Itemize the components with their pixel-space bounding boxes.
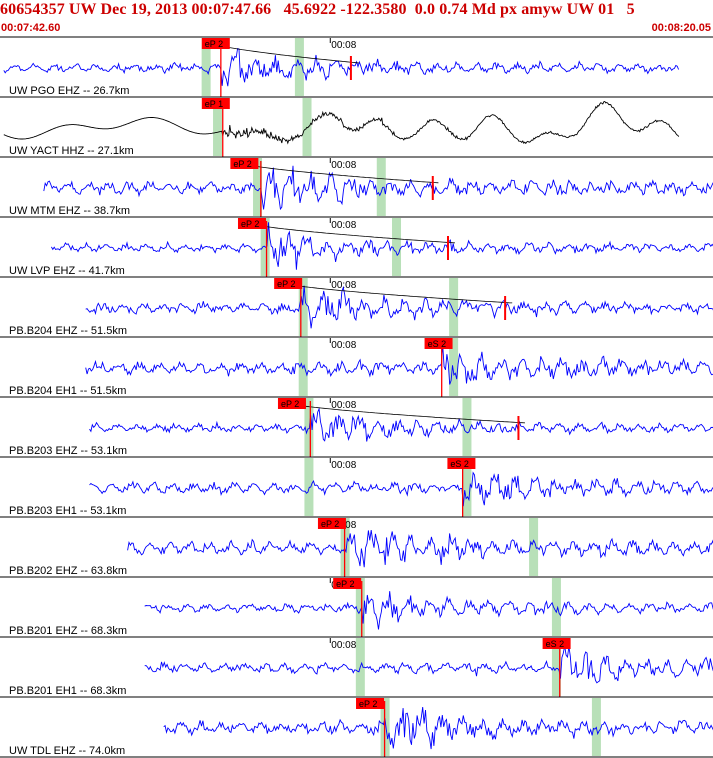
trace-row: 00:08 eP 2 PB.B204 EHZ -- 51.5km bbox=[0, 278, 713, 338]
coda-fit-curve bbox=[247, 222, 456, 244]
pick-badge bbox=[317, 518, 346, 529]
pick-label: eP 2 bbox=[321, 519, 339, 529]
analysis-window bbox=[253, 158, 263, 216]
coda-fit-curve bbox=[287, 402, 526, 424]
pick-label: eP 2 bbox=[359, 699, 377, 709]
trace-row: 00:08 eP 2 PB.B203 EHZ -- 53.1km bbox=[0, 398, 713, 458]
pick-badge bbox=[237, 218, 266, 229]
pick-badge bbox=[274, 278, 303, 289]
coda-fit-curve bbox=[211, 42, 359, 64]
pick-label: eS 2 bbox=[450, 459, 469, 469]
minute-mark-label: 00:08 bbox=[331, 400, 356, 411]
station-label: PB.B203 EHZ -- 53.1km bbox=[9, 445, 127, 457]
station-label: UW TDL EHZ -- 74.0km bbox=[9, 745, 125, 757]
time-end-label: 00:08:20.05 bbox=[651, 22, 711, 34]
waveform bbox=[51, 222, 713, 270]
analysis-window bbox=[294, 38, 304, 96]
waveform bbox=[89, 407, 713, 442]
station-label: PB.B203 EH1 -- 53.1km bbox=[9, 505, 126, 517]
station-label: PB.B204 EHZ -- 51.5km bbox=[9, 325, 127, 337]
analysis-window bbox=[462, 458, 472, 516]
station-label: UW MTM EHZ -- 38.7km bbox=[9, 205, 130, 217]
station-label: UW PGO EHZ -- 26.7km bbox=[9, 85, 129, 97]
header-bar: 60654357 UW Dec 19, 2013 00:07:47.66 45.… bbox=[0, 0, 713, 36]
minute-mark-label: 00:08 bbox=[331, 220, 356, 231]
minute-mark-label: 00:08 bbox=[331, 280, 356, 291]
trace-row: 00:08 eS 2 PB.B203 EH1 -- 53.1km bbox=[0, 458, 713, 518]
station-label: PB.B201 EH1 -- 68.3km bbox=[9, 685, 126, 697]
event-title: 60654357 UW Dec 19, 2013 00:07:47.66 45.… bbox=[0, 1, 635, 18]
analysis-window bbox=[529, 518, 539, 576]
station-label: UW LVP EHZ -- 41.7km bbox=[9, 265, 125, 277]
minute-mark-label: 00:08 bbox=[331, 340, 356, 351]
minute-mark-label: 00:08 bbox=[331, 160, 356, 171]
analysis-window bbox=[449, 338, 459, 396]
pick-label: eS 2 bbox=[428, 339, 447, 349]
pick-label: eP 2 bbox=[233, 159, 251, 169]
trace-row: eP 2 UW TDL EHZ -- 74.0km bbox=[0, 698, 713, 758]
analysis-window bbox=[298, 278, 308, 336]
analysis-window bbox=[392, 218, 402, 276]
pick-label: eP 2 bbox=[281, 399, 299, 409]
analysis-window bbox=[213, 98, 223, 156]
pick-badge bbox=[542, 638, 571, 649]
pick-badge bbox=[201, 98, 230, 109]
waveform bbox=[89, 471, 713, 507]
analysis-window bbox=[376, 158, 386, 216]
pick-badge bbox=[447, 458, 476, 469]
waveform bbox=[3, 100, 680, 145]
analysis-window bbox=[355, 578, 365, 636]
trace-row: 00:08 eP 2 UW MTM EHZ -- 38.7km bbox=[0, 158, 713, 218]
waveform bbox=[3, 48, 680, 87]
pick-label: eP 2 bbox=[205, 39, 223, 49]
coda-fit-curve bbox=[240, 162, 439, 184]
waveform bbox=[85, 285, 713, 329]
station-label: UW YACT HHZ -- 27.1km bbox=[9, 145, 134, 157]
pick-label: eP 2 bbox=[241, 219, 259, 229]
waveform bbox=[144, 645, 713, 684]
time-start-label: 00:07:42.60 bbox=[1, 22, 61, 34]
pick-label: eP 2 bbox=[277, 279, 295, 289]
analysis-window bbox=[551, 578, 561, 636]
pick-label: eP 1 bbox=[205, 99, 223, 109]
pick-badge bbox=[424, 338, 453, 349]
trace-row: eP 1 UW YACT HHZ -- 27.1km bbox=[0, 98, 713, 158]
trace-row: 00:08 eS 2 PB.B204 EH1 -- 51.5km bbox=[0, 338, 713, 398]
trace-row: 00:08 eP 2 UW PGO EHZ -- 26.7km bbox=[0, 38, 713, 98]
analysis-window bbox=[462, 398, 472, 456]
analysis-window bbox=[201, 38, 211, 96]
analysis-window bbox=[449, 278, 459, 336]
station-label: PB.B202 EHZ -- 63.8km bbox=[9, 565, 127, 577]
pick-badge bbox=[201, 38, 230, 49]
waveform bbox=[163, 707, 713, 750]
waveform bbox=[144, 591, 713, 630]
analysis-window bbox=[551, 638, 561, 696]
station-label: PB.B204 EH1 -- 51.5km bbox=[9, 385, 126, 397]
pick-badge bbox=[356, 698, 385, 709]
pick-badge bbox=[333, 578, 362, 589]
station-label: PB.B201 EHZ -- 68.3km bbox=[9, 625, 127, 637]
pick-badge bbox=[230, 158, 259, 169]
pick-label: eP 2 bbox=[336, 579, 354, 589]
coda-fit-curve bbox=[284, 282, 513, 304]
minute-mark-label: 00:08 bbox=[331, 460, 356, 471]
pick-badge bbox=[277, 398, 306, 409]
minute-mark-label: 00:08 bbox=[331, 640, 356, 651]
waveform bbox=[127, 530, 713, 568]
pick-label: eS 2 bbox=[546, 639, 565, 649]
trace-row: 00:08 eS 2 PB.B201 EH1 -- 68.3km bbox=[0, 638, 713, 698]
waveform bbox=[43, 165, 713, 211]
waveform bbox=[85, 344, 713, 385]
trace-row: 00:08 eP 2 UW LVP EHZ -- 41.7km bbox=[0, 218, 713, 278]
minute-mark-label: 00:08 bbox=[331, 40, 356, 51]
analysis-window bbox=[304, 398, 314, 456]
